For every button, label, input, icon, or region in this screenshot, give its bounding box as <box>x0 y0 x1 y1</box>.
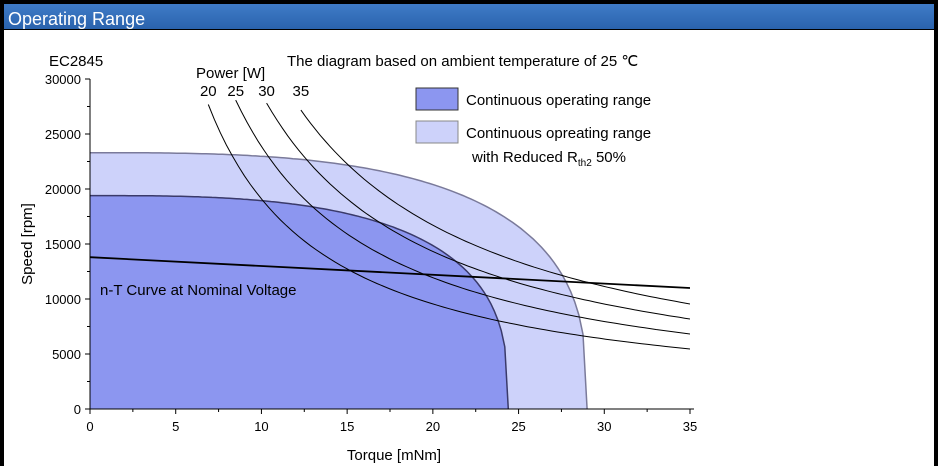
y-tick-label: 25000 <box>45 127 81 142</box>
power-curve-20 <box>207 104 690 350</box>
legend-swatch-0 <box>415 87 459 111</box>
x-tick-label: 15 <box>340 419 354 434</box>
y-tick-label: 0 <box>74 402 81 417</box>
x-tick-label: 35 <box>683 419 697 434</box>
y-tick-label: 30000 <box>45 72 81 87</box>
curves-layer <box>90 99 690 350</box>
y-tick-label: 10000 <box>45 292 81 307</box>
region-border-0 <box>90 151 588 409</box>
ambient-note: The diagram based on ambient temperature… <box>287 53 638 70</box>
operating-range-chart: 0 5 10 15 20 25 30 35 0 5000 10000 15000 20000 25000 3… <box>19 53 697 464</box>
axes-layer: 0 5 10 15 20 25 30 35 0 5000 10000 15000 20000 25000 3… <box>45 72 697 434</box>
x-tick-label: 25 <box>511 419 525 434</box>
x-tick-label: 0 <box>86 419 93 434</box>
power-value-35: 35 <box>293 83 310 100</box>
power-curve-25 <box>235 99 690 335</box>
power-curve-30 <box>266 102 690 320</box>
x-tick-label: 10 <box>254 419 268 434</box>
nt-curve <box>90 256 690 289</box>
chart-panel: 0 5 10 15 20 25 30 35 0 5000 10000 15000 20000 25000 3… <box>4 30 934 466</box>
legend-label-0: Continuous operating range <box>466 92 651 109</box>
regions-layer <box>90 151 588 409</box>
model-label: EC2845 <box>49 53 103 70</box>
region-border-1 <box>90 194 510 409</box>
legend-swatch-1 <box>415 120 459 144</box>
y-tick-label: 20000 <box>45 182 81 197</box>
legend-label-1: Continuous opreating range <box>466 125 651 142</box>
x-tick-label: 30 <box>597 419 611 434</box>
legend: Continuous operating range Continuous opr… <box>415 87 651 169</box>
y-axis-label: Speed [rpm] <box>19 203 36 285</box>
power-label: Power [W] <box>196 65 265 82</box>
region-1 <box>90 195 509 409</box>
x-tick-label: 20 <box>426 419 440 434</box>
y-tick-label: 15000 <box>45 237 81 252</box>
power-value-20: 20 <box>200 83 217 100</box>
section-title: Operating Range <box>8 9 146 29</box>
power-value-30: 30 <box>258 83 275 100</box>
nt-curve-label: n-T Curve at Nominal Voltage <box>100 282 297 299</box>
y-tick-label: 5000 <box>52 347 81 362</box>
x-tick-label: 5 <box>172 419 179 434</box>
power-value-25: 25 <box>227 83 244 100</box>
power-curve-35 <box>300 109 690 305</box>
x-axis-label: Torque [mNm] <box>347 447 441 464</box>
legend-label-1-line2: with Reduced Rth2 50% <box>471 149 626 169</box>
section-header: Operating Range <box>4 4 934 29</box>
